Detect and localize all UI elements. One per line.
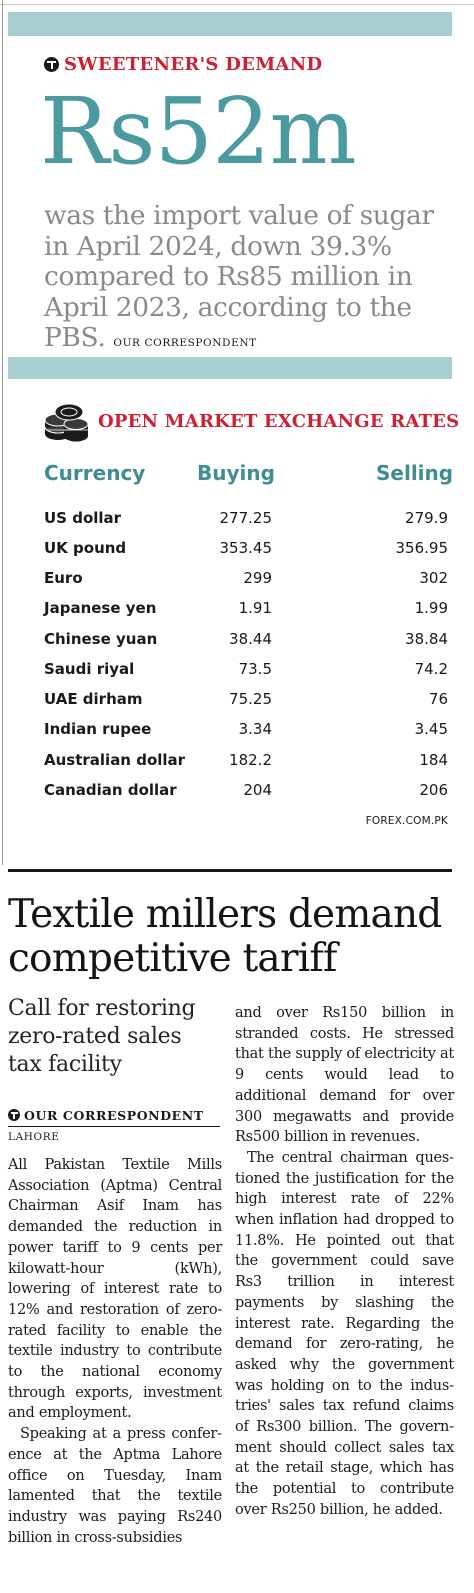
- selling-rate: 356.95: [395, 539, 449, 557]
- table-row: Australian dollar 182.2 184: [44, 751, 448, 771]
- currency-name: UK pound: [44, 539, 127, 557]
- newspaper-t-logo-icon: [44, 57, 59, 72]
- table-row: Chinese yuan 38.44 38.84: [44, 630, 448, 650]
- article-paragraph: All Pakistan Textile Mills Association (…: [8, 1157, 222, 1422]
- stat-kicker-text: SWEETENER'S DEMAND: [64, 54, 323, 75]
- stat-box-band: [8, 12, 452, 36]
- buying-rate: 353.45: [219, 539, 273, 557]
- buying-rate: 75.25: [229, 690, 272, 708]
- article-paragraph: The central chairman ques­tioned the jus…: [235, 1149, 454, 1518]
- article-dateline: LAHORE: [8, 1131, 60, 1143]
- selling-rate: 184: [419, 751, 448, 769]
- header-currency: Currency: [44, 461, 146, 485]
- buying-rate: 1.91: [238, 599, 272, 617]
- article-byline: OUR CORRESPONDENT: [8, 1108, 220, 1127]
- selling-rate: 279.9: [405, 509, 448, 527]
- currency-name: Japanese yen: [44, 599, 157, 617]
- article-paragraph: Speaking at a press confer­ence at the A…: [8, 1426, 222, 1546]
- currency-name: Saudi riyal: [44, 660, 135, 678]
- buying-rate: 73.5: [238, 660, 272, 678]
- table-row: Japanese yen 1.91 1.99: [44, 599, 448, 619]
- exchange-band: [8, 357, 452, 379]
- stat-description: was the import value of sugar in April 2…: [44, 200, 454, 359]
- selling-rate: 206: [419, 781, 448, 799]
- left-column-rule: [2, 0, 3, 865]
- buying-rate: 38.44: [229, 630, 272, 648]
- selling-rate: 1.99: [414, 599, 448, 617]
- selling-rate: 76: [428, 690, 448, 708]
- buying-rate: 299: [243, 569, 272, 587]
- article-headline: Textile millers demand competitive tarif…: [8, 892, 442, 981]
- table-row: Canadian dollar 204 206: [44, 781, 448, 801]
- table-row: US dollar 277.25 279.9: [44, 509, 448, 529]
- stat-big-number: Rs52m: [40, 78, 357, 185]
- currency-name: Canadian dollar: [44, 781, 177, 799]
- table-row: UK pound 353.45 356.95: [44, 539, 448, 559]
- article-column-right: and over Rs150 billion in stranded costs…: [235, 1003, 454, 1521]
- table-row: Euro 299 302: [44, 569, 448, 589]
- currency-name: Indian rupee: [44, 720, 152, 738]
- top-border: [0, 4, 474, 5]
- coin-stack-icon: [44, 403, 89, 442]
- article-column-left: All Pakistan Textile Mills Association (…: [8, 1155, 222, 1548]
- buying-rate: 3.34: [238, 720, 272, 738]
- buying-rate: 182.2: [229, 751, 272, 769]
- article-paragraph: and over Rs150 billion in stranded costs…: [235, 1005, 455, 1146]
- header-buying: Buying: [197, 461, 275, 485]
- table-row: Saudi riyal 73.5 74.2: [44, 660, 448, 680]
- stat-kicker: SWEETENER'S DEMAND: [44, 54, 322, 75]
- article-byline-text: OUR CORRESPONDENT: [24, 1108, 204, 1123]
- selling-rate: 74.2: [414, 660, 448, 678]
- selling-rate: 3.45: [414, 720, 448, 738]
- currency-name: US dollar: [44, 509, 122, 527]
- table-row: UAE dirham 75.25 76: [44, 690, 448, 710]
- currency-name: Chinese yuan: [44, 630, 158, 648]
- article-top-rule: [8, 869, 452, 872]
- exchange-kicker: OPEN MARKET EXCHANGE RATES: [98, 411, 460, 432]
- buying-rate: 204: [243, 781, 272, 799]
- currency-name: Euro: [44, 569, 83, 587]
- article-deck: Call for restoring zero-rated sales tax …: [8, 996, 196, 1077]
- newspaper-t-logo-icon: [8, 1109, 20, 1121]
- exchange-source: FOREX.COM.PK: [365, 815, 448, 827]
- selling-rate: 302: [419, 569, 448, 587]
- buying-rate: 277.25: [219, 509, 273, 527]
- table-row: Indian rupee 3.34 3.45: [44, 720, 448, 740]
- stat-description-text: was the import value of sugar in April 2…: [44, 200, 434, 353]
- header-selling: Selling: [376, 461, 454, 485]
- currency-name: Australian dollar: [44, 751, 186, 769]
- stat-byline: OUR CORRESPONDENT: [113, 337, 257, 349]
- currency-name: UAE dirham: [44, 690, 143, 708]
- selling-rate: 38.84: [405, 630, 448, 648]
